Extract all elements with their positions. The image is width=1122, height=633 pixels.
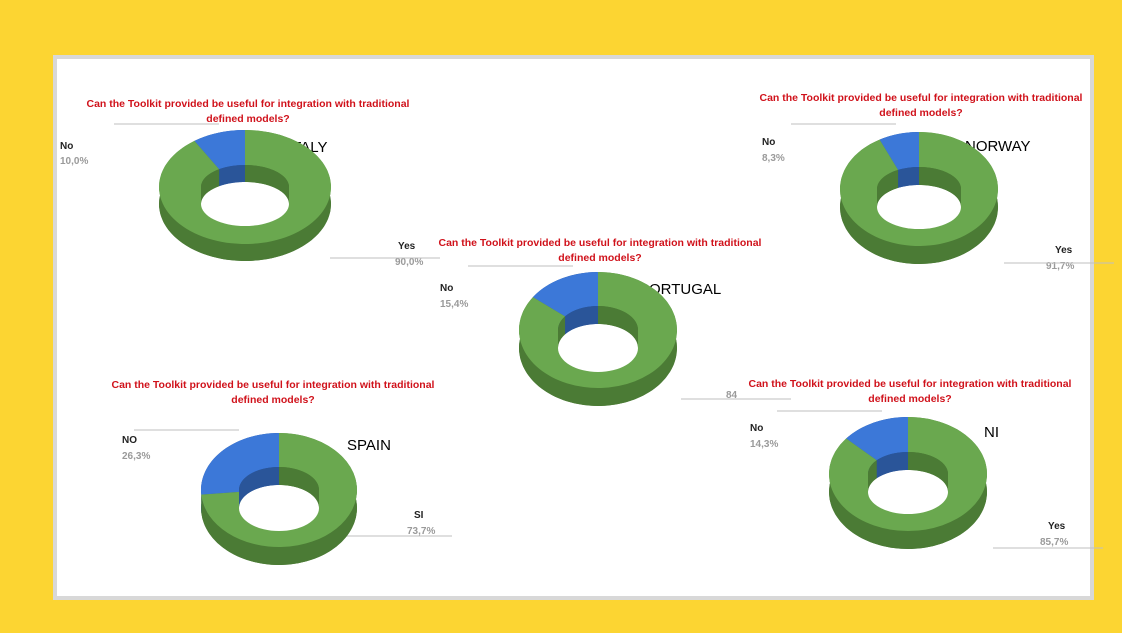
slice-label-no: No <box>762 137 776 148</box>
leader-lines <box>468 265 791 400</box>
chart-title: Can the Toolkit provided be useful for i… <box>759 92 1083 119</box>
leader-lines <box>134 429 452 537</box>
leader-lines <box>114 123 440 259</box>
slice-yes <box>840 132 998 246</box>
slice-no <box>846 417 908 461</box>
slice-label-yes: Yes <box>1048 521 1066 532</box>
slice-yes <box>159 130 331 244</box>
donut-hole-wall <box>239 467 319 508</box>
donut-hole <box>201 182 289 226</box>
slice-no <box>532 272 598 317</box>
donut-hole <box>239 485 319 531</box>
slice-value-yes: 91,7% <box>1046 261 1075 272</box>
slice-yes <box>829 417 988 532</box>
slice-label-yes: SI <box>414 510 424 521</box>
slice-no <box>194 130 245 170</box>
slice-label-no: No <box>440 283 454 294</box>
chart-title: Can the Toolkit provided be useful for i… <box>86 98 410 125</box>
slice-yes <box>201 433 357 547</box>
chart-title: Can the Toolkit provided be useful for i… <box>111 379 435 406</box>
donut-chart <box>777 410 1103 549</box>
slice-yes <box>519 272 678 388</box>
country-label: NORWAY <box>965 138 1031 155</box>
donut-hole <box>868 470 948 514</box>
slice-label-no: NO <box>122 435 137 446</box>
slice-value-yes: 84 <box>726 390 738 401</box>
slice-label-yes: Yes <box>398 241 416 252</box>
donut-chart <box>468 265 791 407</box>
slide-canvas: Can the Toolkit provided be useful for i… <box>53 55 1114 600</box>
slice-value-no: 8,3% <box>762 153 785 164</box>
slice-value-yes: 73,7% <box>407 526 436 537</box>
country-label: SPAIN <box>347 437 391 454</box>
leader-lines <box>777 410 1103 549</box>
donut-hole-wall <box>868 452 948 492</box>
slice-value-no: 15,4% <box>440 299 469 310</box>
slice-value-no: 26,3% <box>122 451 151 462</box>
slice-label-yes: Yes <box>1055 245 1073 256</box>
chart-title: Can the Toolkit provided be useful for i… <box>748 378 1072 405</box>
slice-label-no: No <box>750 423 764 434</box>
slice-value-yes: 85,7% <box>1040 537 1069 548</box>
slice-value-no: 14,3% <box>750 439 779 450</box>
donut-hole <box>558 324 638 372</box>
leader-lines <box>791 123 1114 264</box>
donut-hole <box>877 185 961 229</box>
slice-value-yes: 90,0% <box>395 257 424 268</box>
donut-chart <box>114 123 440 261</box>
donut-hole-wall <box>558 306 638 348</box>
slice-no <box>201 433 279 495</box>
slice-value-no: 10,0% <box>60 156 89 167</box>
slice-label-no: No <box>60 141 74 152</box>
chart-title: Can the Toolkit provided be useful for i… <box>438 237 762 264</box>
donut-hole-wall <box>877 167 961 207</box>
donut-hole-wall <box>201 165 289 204</box>
donut-chart <box>791 123 1114 265</box>
donut-chart <box>134 429 452 565</box>
country-label: NI <box>984 424 999 441</box>
slice-no <box>879 132 919 170</box>
